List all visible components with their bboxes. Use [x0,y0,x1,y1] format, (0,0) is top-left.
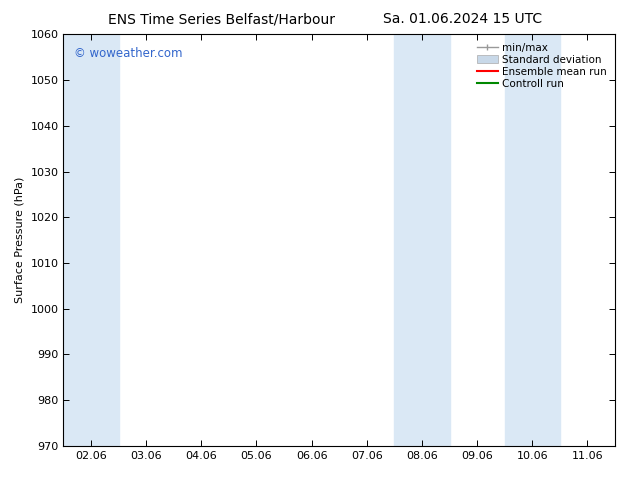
Y-axis label: Surface Pressure (hPa): Surface Pressure (hPa) [15,177,25,303]
Text: Sa. 01.06.2024 15 UTC: Sa. 01.06.2024 15 UTC [384,12,542,26]
Text: © woweather.com: © woweather.com [74,47,183,60]
Legend: min/max, Standard deviation, Ensemble mean run, Controll run: min/max, Standard deviation, Ensemble me… [474,40,610,92]
Bar [505,34,560,446]
Bar [63,34,119,446]
Text: ENS Time Series Belfast/Harbour: ENS Time Series Belfast/Harbour [108,12,335,26]
Bar [394,34,450,446]
